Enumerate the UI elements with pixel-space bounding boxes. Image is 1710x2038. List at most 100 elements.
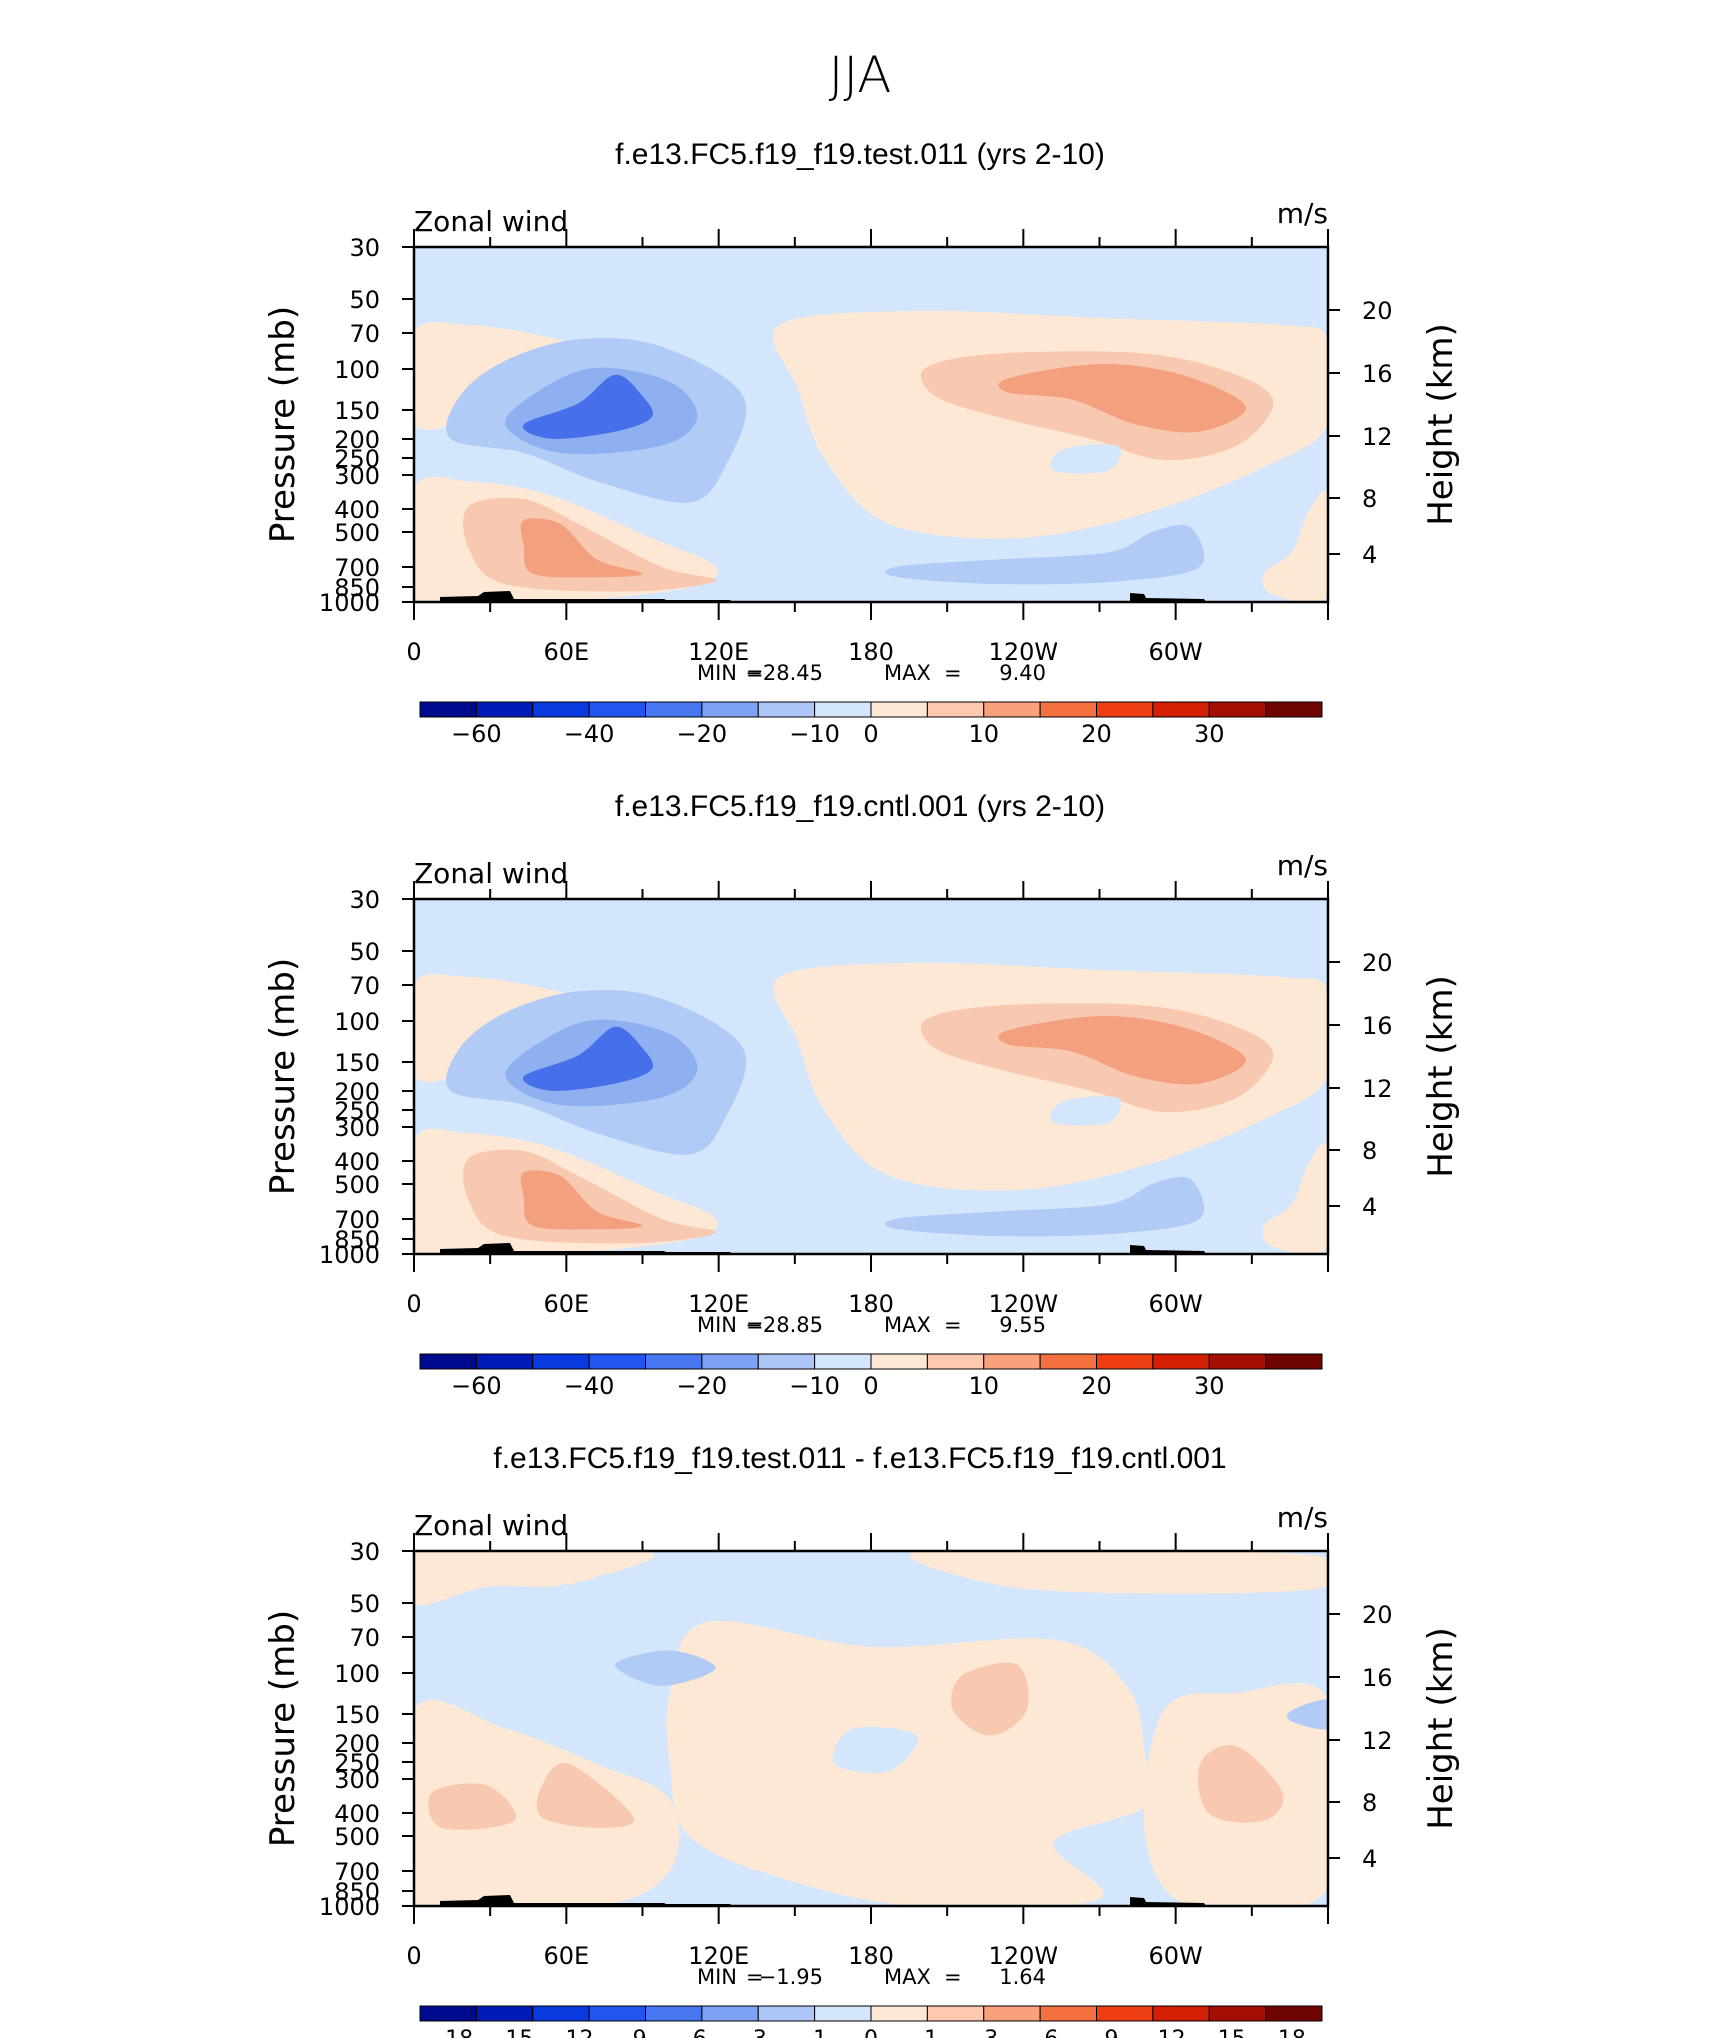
x-tick-label: 0 (406, 1290, 421, 1318)
contour-region (520, 1170, 643, 1230)
panel-title: f.e13.FC5.f19_f19.test.011 - f.e13.FC5.f… (493, 1442, 1226, 1475)
y-axis-label: Pressure (mb) (263, 958, 303, 1195)
colorbar-box (532, 701, 590, 718)
pressure-tick-label: 300 (334, 1766, 380, 1794)
height-tick-label: 8 (1362, 485, 1377, 513)
colorbar-box (757, 1353, 816, 1370)
colorbar-box (588, 2005, 646, 2022)
colorbar-label: −10 (789, 720, 840, 748)
height-tick-label: 16 (1362, 360, 1393, 388)
y2-axis-label: Height (km) (1421, 1627, 1461, 1830)
colorbar-label: −20 (677, 1372, 728, 1400)
colorbar-box (926, 1353, 985, 1370)
y2-axis-label: Height (km) (1421, 975, 1461, 1178)
contour-region (1050, 444, 1122, 474)
x-tick-label: 120W (989, 638, 1059, 666)
contour-fills (414, 962, 1328, 1254)
panel-1: f.e13.FC5.f19_f19.test.011 (yrs 2-10) Zon… (263, 138, 1461, 748)
colorbar-box (475, 701, 534, 718)
x-tick-label: 180 (848, 638, 894, 666)
colorbar-label: −1 (795, 2027, 827, 2038)
min-value: −1.95 (759, 1965, 823, 1989)
pressure-tick-label: 50 (349, 1590, 380, 1618)
colorbar-box (645, 701, 703, 718)
colorbar-box (1208, 701, 1267, 718)
pressure-tick-label: 300 (334, 1114, 380, 1142)
contour-fills (414, 310, 1328, 602)
pressure-tick-label: 500 (334, 1823, 380, 1851)
max-label: MAX (884, 661, 931, 685)
colorbar-box (701, 2005, 759, 2022)
pressure-tick-label: 700 (334, 1858, 380, 1886)
colorbar-label: −9 (614, 2027, 646, 2038)
colorbar-label: 3 (984, 2027, 998, 2038)
pressure-tick-label: 200 (334, 426, 380, 454)
contour-region (1262, 490, 1328, 602)
colorbar-box (419, 2005, 477, 2022)
min-value: −28.45 (745, 661, 823, 685)
pressure-tick-label: 200 (334, 1078, 380, 1106)
x-tick-label: 120E (688, 638, 749, 666)
pressure-tick-label: 250 (334, 1749, 380, 1777)
colorbar-box (926, 701, 985, 718)
min-value: −28.85 (745, 1313, 823, 1337)
colorbar-box (419, 701, 477, 718)
height-tick-label: 12 (1362, 1727, 1393, 1755)
colorbar-label: 9 (1105, 2027, 1119, 2038)
pressure-tick-label: 100 (334, 1660, 380, 1688)
max-value: 9.40 (999, 661, 1046, 685)
max-label: MAX (884, 1313, 931, 1337)
contour-region (1286, 1699, 1328, 1730)
height-tick-label: 20 (1362, 297, 1393, 325)
colorbar-box (475, 2005, 534, 2022)
colorbar-box (1096, 1353, 1154, 1370)
colorbar-box (814, 701, 872, 718)
colorbar-box (1039, 701, 1097, 718)
contour-region (951, 1662, 1029, 1736)
colorbar-box (1208, 1353, 1267, 1370)
x-tick-label: 60W (1149, 638, 1203, 666)
colorbar-box (475, 1353, 534, 1370)
contour-region (615, 1650, 716, 1686)
colorbar-box (1265, 2005, 1323, 2022)
max-label: MAX (884, 1965, 931, 1989)
colorbar-box (645, 1353, 703, 1370)
pressure-tick-label: 500 (334, 1171, 380, 1199)
max-value: 9.55 (999, 1313, 1046, 1337)
x-tick-label: 60W (1149, 1290, 1203, 1318)
contour-region (998, 1016, 1246, 1085)
height-tick-label: 16 (1362, 1012, 1393, 1040)
colorbar-label: 0 (863, 1372, 878, 1400)
colorbar-box (870, 2005, 928, 2022)
colorbar-box (814, 2005, 872, 2022)
colorbar-box (1152, 2005, 1210, 2022)
colorbar-box (532, 2005, 590, 2022)
x-tick-label: 120E (688, 1942, 749, 1970)
colorbar-box (983, 701, 1041, 718)
min-label: MIN (697, 1965, 737, 1989)
figure-title: JJA (829, 46, 892, 104)
contour-region (1262, 1142, 1328, 1254)
contour-region (414, 1551, 655, 1606)
height-tick-label: 16 (1362, 1664, 1393, 1692)
colorbar-label: −18 (427, 2027, 473, 2038)
pressure-tick-label: 300 (334, 462, 380, 490)
pressure-tick-label: 400 (334, 1148, 380, 1176)
height-tick-label: 4 (1362, 1845, 1377, 1873)
pressure-tick-label: 70 (349, 320, 380, 348)
y2-axis-label: Height (km) (1421, 323, 1461, 526)
pressure-tick-label: 50 (349, 938, 380, 966)
colorbar-box (870, 701, 928, 718)
units-label: m/s (1277, 197, 1328, 230)
colorbar-box (1096, 701, 1154, 718)
contour-fills (414, 1551, 1328, 1906)
topography (440, 1895, 1206, 1906)
pressure-tick-label: 70 (349, 1624, 380, 1652)
left-label: Zonal wind (414, 1509, 568, 1542)
pressure-tick-label: 1000 (319, 1893, 380, 1921)
pressure-tick-label: 150 (334, 1049, 380, 1077)
colorbar-label: −6 (674, 2027, 706, 2038)
colorbar-label: −60 (451, 1372, 502, 1400)
contour-region (998, 364, 1246, 433)
